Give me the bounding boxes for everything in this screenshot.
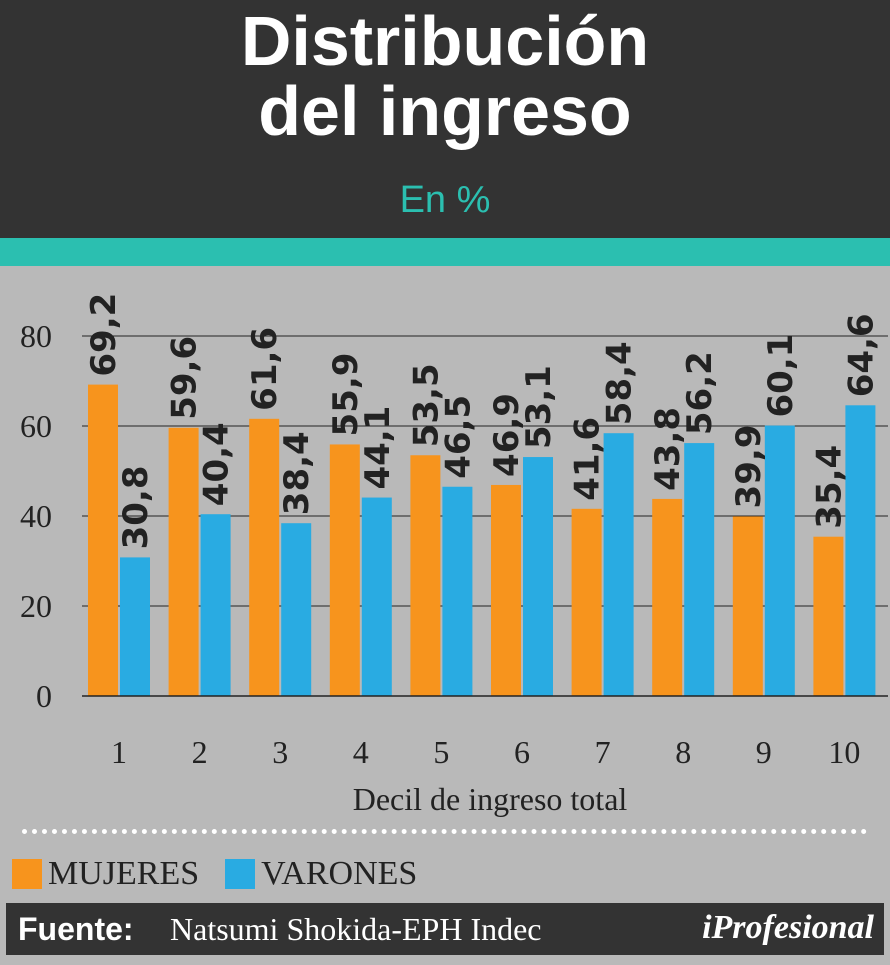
legend-label-mujeres: MUJERES	[48, 855, 200, 892]
bar-varones-10	[845, 405, 876, 696]
bar-mujeres-3	[249, 418, 280, 696]
legend-swatch-varones	[225, 859, 256, 889]
data-labels: 69,2 30,8 59,640,461,6 38,455,944,153,546,5…	[84, 293, 881, 550]
x-tick-label: 3	[272, 734, 288, 770]
y-tick-label: 40	[20, 498, 52, 534]
x-tick-label: 9	[756, 734, 772, 770]
x-tick-label: 1	[111, 734, 127, 770]
bar-mujeres-8	[652, 498, 683, 696]
legend-label-varones: VARONES	[261, 855, 418, 892]
x-tick-label: 8	[675, 734, 691, 770]
data-label: 53,5	[406, 363, 446, 447]
footer: Fuente: Natsumi Shokida-EPH Indec iProfe…	[6, 903, 884, 955]
data-label: 55,9	[326, 353, 366, 437]
accent-bar	[0, 238, 890, 266]
legend-item-mujeres: MUJERES	[12, 855, 199, 893]
data-label: 38,4	[277, 431, 317, 515]
data-label: 53,1	[519, 365, 559, 449]
y-tick-label: 0	[36, 678, 52, 714]
title-line-1: Distribución	[240, 2, 650, 80]
x-tick-label: 10	[828, 734, 860, 770]
data-label: 41,6	[568, 417, 608, 501]
y-tick-label: 80	[20, 318, 52, 354]
bar-mujeres-7	[571, 508, 602, 696]
data-label: 43,8	[648, 407, 688, 491]
data-label: 46,5	[438, 395, 478, 479]
y-axis-ticks: 0 20 40 60 80	[20, 318, 52, 714]
bar-varones-2	[200, 514, 231, 696]
data-label: 61,6	[245, 327, 285, 411]
data-label: 46,9	[487, 393, 527, 477]
bar-mujeres-9	[732, 516, 763, 696]
chart-subtitle: En %	[399, 179, 491, 221]
title-line-2: del ingreso	[258, 72, 632, 150]
legend-swatch-mujeres	[12, 859, 42, 889]
bar-varones-6	[523, 457, 553, 696]
header-panel: Distribución del ingreso En %	[0, 0, 890, 238]
bar-varones-8	[684, 443, 715, 696]
bar-mujeres-4	[329, 444, 360, 696]
y-tick-label: 20	[20, 588, 52, 624]
bar-mujeres-10	[813, 536, 844, 696]
bar-varones-3	[281, 523, 312, 696]
data-label: 30,8	[116, 466, 156, 550]
x-axis-title: Decil de ingreso total	[353, 781, 628, 817]
bar-varones-1	[120, 557, 150, 696]
bar-mujeres-1	[88, 384, 118, 696]
data-label: 44,1	[358, 406, 398, 490]
x-tick-label: 4	[353, 734, 369, 770]
bar-mujeres-6	[491, 484, 521, 696]
data-label: 64,6	[841, 313, 881, 397]
data-label: 40,4	[197, 422, 237, 506]
data-label: 60,1	[761, 334, 801, 418]
bar-varones-4	[361, 497, 392, 696]
data-label: 58,4	[600, 341, 640, 425]
data-label: 69,2	[84, 293, 124, 377]
legend-item-varones: VARONES	[225, 855, 417, 893]
y-tick-label: 60	[20, 408, 52, 444]
brand-logo: iProfesional	[702, 909, 874, 946]
bar-varones-5	[442, 486, 473, 696]
bar-mujeres-2	[168, 427, 199, 696]
data-label: 56,2	[680, 351, 720, 435]
x-tick-label: 6	[514, 734, 530, 770]
data-label: 59,6	[165, 336, 205, 420]
bar-varones-7	[603, 433, 634, 696]
source-label: Fuente:	[18, 911, 134, 947]
data-label: 35,4	[809, 445, 849, 529]
x-tick-label: 7	[595, 734, 611, 770]
source-text: Natsumi Shokida-EPH Indec	[170, 911, 542, 947]
data-label: 39,9	[729, 425, 769, 509]
bars	[88, 384, 876, 696]
divider	[22, 829, 867, 834]
bar-chart: 69,2 30,8 59,640,461,6 38,455,944,153,546,5…	[20, 293, 888, 817]
chart-title: Distribución del ingreso	[0, 6, 890, 146]
legend: MUJERES VARONES	[12, 852, 443, 896]
x-tick-label: 5	[433, 734, 449, 770]
bar-mujeres-5	[410, 455, 441, 696]
x-axis-ticks: 1 2 3 4 5 6 7 8 9 10	[111, 734, 860, 770]
bar-varones-9	[764, 425, 795, 696]
x-tick-label: 2	[192, 734, 208, 770]
